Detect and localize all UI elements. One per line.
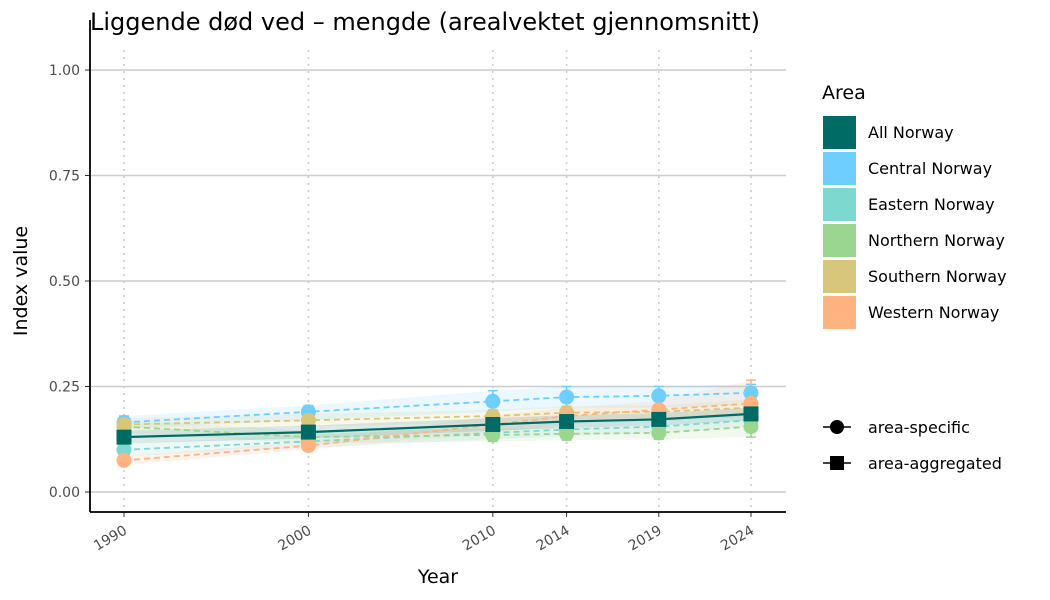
point-circle [485,393,501,409]
point-circle [651,388,667,404]
line-southern-norway [123,406,752,426]
line-eastern-norway [123,419,752,451]
legend-shape-circle [830,420,844,434]
legend-label: All Norway [868,123,954,142]
point-square [485,416,501,432]
y-tick-label: 0.25 [49,380,80,396]
legend-key [823,260,856,293]
point-square [743,406,759,422]
legend-key [823,116,856,149]
legend-label: Eastern Norway [868,195,995,214]
point-circle [300,412,316,428]
y-tick-label: 0.50 [49,274,80,290]
x-tick-label: 2000 [276,523,315,555]
legend: All Norway Central Norway Eastern Norway No… [823,116,1007,473]
legend-label: Western Norway [868,303,999,322]
x-tick-label: 2024 [718,523,757,555]
legend-key [823,188,856,221]
legend-key [823,296,856,329]
point-circle [116,416,132,432]
axes: 0.00 0.25 0.50 0.75 1.00 1990 2000 2010 2014 2019… [49,20,786,554]
point-circle [300,438,316,454]
legend-label: Central Norway [868,159,992,178]
series-lines [123,391,752,462]
point-circle [116,442,132,458]
y-tick-label: 0.75 [49,169,80,185]
legend-label: area-specific [868,418,970,437]
point-square [116,429,132,445]
point-circle [651,425,667,441]
data-points [116,385,759,468]
line-all-norway [123,412,752,439]
band-central-norway [124,384,751,429]
y-tick-label: 1.00 [49,63,80,79]
x-axis-title: Year [417,566,458,588]
legend-key [823,224,856,257]
point-square [651,411,667,427]
line-western-norway [123,402,752,462]
y-tick-label: 0.00 [49,485,80,501]
legend-shape-square [830,456,844,470]
x-tick-label: 1990 [91,523,130,555]
legend-label: Northern Norway [868,231,1005,250]
legend-label: area-aggregated [868,454,1002,473]
point-circle [743,419,759,435]
legend-key [823,152,856,185]
band-southern-norway [124,399,751,431]
point-square [300,424,316,440]
x-tick-label: 2019 [626,523,665,555]
y-axis-title: Index value [10,226,32,336]
point-circle [559,389,575,405]
legend-label: Southern Norway [868,267,1007,286]
line-central-norway [123,391,752,424]
line-northern-norway [123,425,752,439]
x-tick-label: 2014 [534,523,573,555]
point-circle [559,426,575,442]
legend-title: Area [822,82,866,104]
x-tick-label: 2010 [460,523,499,555]
point-circle [116,452,132,468]
point-square [559,414,575,430]
chart-title: Liggende død ved – mengde (arealvektet g… [90,8,760,36]
point-circle [743,385,759,401]
band-all-norway [124,407,751,444]
